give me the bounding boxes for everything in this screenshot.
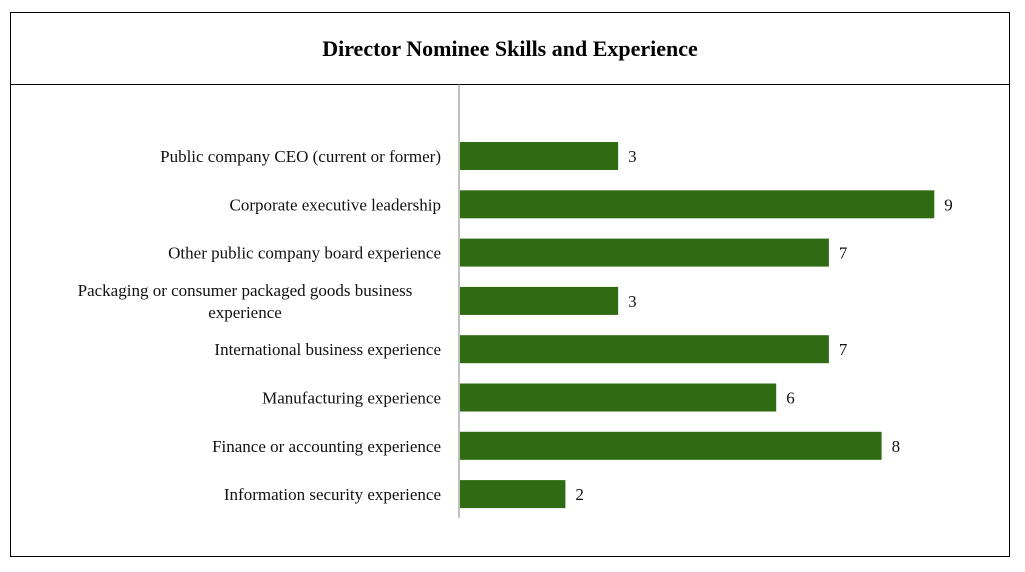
category-label-2-line-0: Other public company board experience bbox=[168, 244, 441, 263]
category-label-0: Public company CEO (current or former) bbox=[160, 147, 441, 166]
bar-2 bbox=[460, 238, 829, 267]
bar-3 bbox=[460, 286, 619, 315]
value-label-5: 6 bbox=[786, 389, 795, 408]
category-label-1: Corporate executive leadership bbox=[230, 195, 441, 214]
category-label-4-line-0: International business experience bbox=[214, 340, 441, 359]
value-label-6: 8 bbox=[892, 437, 901, 456]
category-label-6-line-0: Finance or accounting experience bbox=[212, 437, 441, 456]
value-label-4: 7 bbox=[839, 340, 848, 359]
bar-6 bbox=[460, 431, 882, 460]
category-label-7: Information security experience bbox=[224, 485, 441, 504]
category-label-5-line-0: Manufacturing experience bbox=[262, 389, 441, 408]
value-label-7: 2 bbox=[575, 485, 584, 504]
chart-frame: Director Nominee Skills and Experience bbox=[10, 12, 1010, 557]
bar-7 bbox=[460, 480, 566, 509]
category-label-6: Finance or accounting experience bbox=[212, 437, 441, 456]
category-label-2: Other public company board experience bbox=[168, 244, 441, 263]
bar-5 bbox=[460, 383, 777, 412]
category-label-3-line-0: Packaging or consumer packaged goods bus… bbox=[78, 281, 413, 300]
bar-4 bbox=[460, 335, 829, 364]
value-label-2: 7 bbox=[839, 244, 848, 263]
category-label-1-line-0: Corporate executive leadership bbox=[230, 195, 441, 214]
value-label-3: 3 bbox=[628, 292, 637, 311]
category-label-3-line-1: experience bbox=[208, 303, 282, 322]
category-label-3: Packaging or consumer packaged goods bus… bbox=[78, 281, 413, 322]
category-label-0-line-0: Public company CEO (current or former) bbox=[160, 147, 441, 166]
bar-0 bbox=[460, 142, 619, 170]
bar-1 bbox=[460, 190, 935, 219]
value-label-0: 3 bbox=[628, 147, 637, 166]
category-label-7-line-0: Information security experience bbox=[224, 485, 441, 504]
category-label-4: International business experience bbox=[214, 340, 441, 359]
title-band: Director Nominee Skills and Experience bbox=[11, 13, 1009, 85]
chart-title: Director Nominee Skills and Experience bbox=[322, 35, 698, 61]
category-label-5: Manufacturing experience bbox=[262, 389, 441, 408]
value-label-1: 9 bbox=[944, 195, 953, 214]
